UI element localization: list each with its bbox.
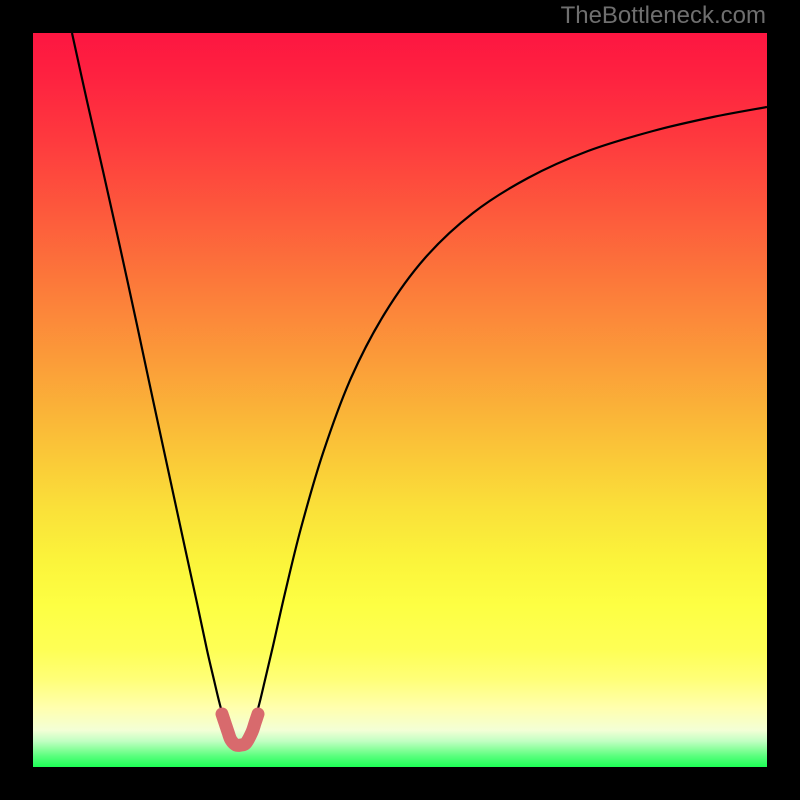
- stage: TheBottleneck.com: [0, 0, 800, 800]
- curve-right-branch: [253, 107, 767, 726]
- curve-left-branch: [72, 33, 226, 726]
- plot-area: [33, 33, 767, 767]
- bottleneck-curve: [33, 33, 767, 767]
- watermark-text: TheBottleneck.com: [561, 2, 766, 30]
- curve-pink-segment: [222, 714, 258, 745]
